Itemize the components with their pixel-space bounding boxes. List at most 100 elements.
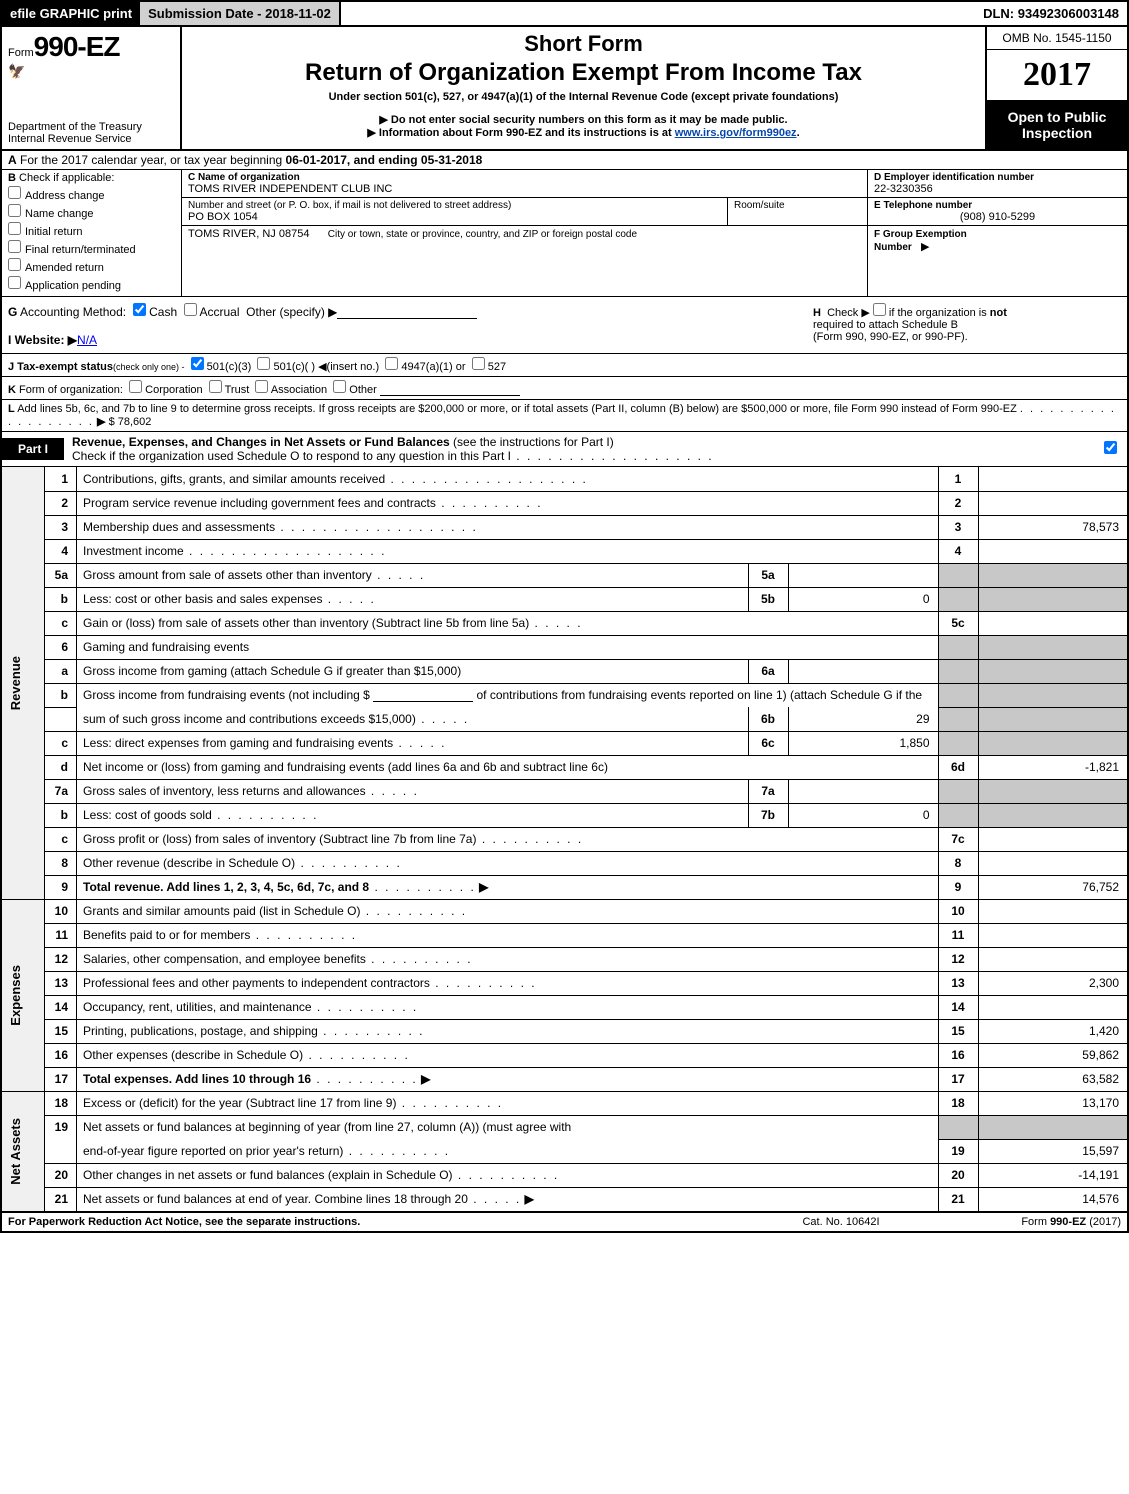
line-3: 3 Membership dues and assessments 3 78,5… <box>1 515 1128 539</box>
line-7a: 7a Gross sales of inventory, less return… <box>1 779 1128 803</box>
topbar-spacer <box>341 2 975 25</box>
top-bar: efile GRAPHIC print Submission Date - 20… <box>0 0 1129 25</box>
city: TOMS RIVER, NJ 08754 <box>188 228 309 240</box>
line-6d: d Net income or (loss) from gaming and f… <box>1 755 1128 779</box>
submission-date: Submission Date - 2018-11-02 <box>140 2 341 25</box>
cb-trust[interactable] <box>209 380 222 393</box>
line-17: 17 Total expenses. Add lines 10 through … <box>1 1067 1128 1091</box>
cb-corp[interactable] <box>129 380 142 393</box>
org-name-block: C Name of organization TOMS RIVER INDEPE… <box>182 170 867 198</box>
cb-application-pending[interactable]: Application pending <box>8 276 175 292</box>
col-b-checkboxes: B Check if applicable: Address change Na… <box>2 170 182 296</box>
group-exemption-block: F Group Exemption Number ▶ <box>868 226 1127 255</box>
cb-amended-return[interactable]: Amended return <box>8 258 175 274</box>
department-label: Department of the Treasury Internal Reve… <box>8 121 142 145</box>
website-value[interactable]: N/A <box>77 333 97 347</box>
arrow-line-1: ▶ Do not enter social security numbers o… <box>190 113 977 126</box>
col-c-org-info: C Name of organization TOMS RIVER INDEPE… <box>182 170 867 296</box>
footer-catalog: Cat. No. 10642I <box>741 1216 941 1228</box>
footer-left: For Paperwork Reduction Act Notice, see … <box>8 1216 741 1228</box>
line-5c: c Gain or (loss) from sale of assets oth… <box>1 611 1128 635</box>
open-to-public: Open to Public Inspection <box>987 101 1127 149</box>
header-right: OMB No. 1545-1150 2017 Open to Public In… <box>987 27 1127 149</box>
irs-link[interactable]: www.irs.gov/form990ez <box>675 127 797 139</box>
line-7c: c Gross profit or (loss) from sales of i… <box>1 827 1128 851</box>
line-19-1: 19 Net assets or fund balances at beginn… <box>1 1115 1128 1139</box>
line-5b: b Less: cost or other basis and sales ex… <box>1 587 1128 611</box>
line-5a: 5a Gross amount from sale of assets othe… <box>1 563 1128 587</box>
line-16: 16 Other expenses (describe in Schedule … <box>1 1043 1128 1067</box>
cb-schedule-b[interactable] <box>873 303 886 316</box>
col-def: D Employer identification number 22-3230… <box>867 170 1127 296</box>
cb-501c[interactable] <box>257 357 270 370</box>
cb-name-change[interactable]: Name change <box>8 204 175 220</box>
line-13: 13 Professional fees and other payments … <box>1 971 1128 995</box>
city-row: TOMS RIVER, NJ 08754 City or town, state… <box>182 226 867 242</box>
cb-assoc[interactable] <box>255 380 268 393</box>
cb-501c3[interactable] <box>191 357 204 370</box>
ein-value: 22-3230356 <box>874 183 1121 195</box>
address: PO BOX 1054 <box>188 211 721 223</box>
expenses-side-label: Expenses <box>8 965 23 1026</box>
page-footer: For Paperwork Reduction Act Notice, see … <box>0 1212 1129 1233</box>
org-name: TOMS RIVER INDEPENDENT CLUB INC <box>188 183 861 195</box>
line-18: Net Assets 18 Excess or (deficit) for th… <box>1 1091 1128 1115</box>
line-19-2: end-of-year figure reported on prior yea… <box>1 1139 1128 1163</box>
part-1-title: Revenue, Expenses, and Changes in Net As… <box>72 432 1104 466</box>
line-6b-2: sum of such gross income and contributio… <box>1 707 1128 731</box>
cb-accrual[interactable] <box>184 303 197 316</box>
cb-other-org[interactable] <box>333 380 346 393</box>
other-specify-line <box>337 307 477 319</box>
part-1-label: Part I <box>2 438 64 460</box>
efile-label: efile GRAPHIC print <box>2 2 140 25</box>
return-title: Return of Organization Exempt From Incom… <box>190 59 977 87</box>
room-suite: Room/suite <box>727 198 867 225</box>
accounting-method: G Accounting Method: Cash Accrual Other … <box>2 297 807 353</box>
part-1-checkbox[interactable] <box>1104 441 1127 457</box>
line-6: 6 Gaming and fundraising events <box>1 635 1128 659</box>
cb-cash[interactable] <box>133 303 146 316</box>
line-1: Revenue 1 Contributions, gifts, grants, … <box>1 467 1128 491</box>
cb-527[interactable] <box>472 357 485 370</box>
line-12: 12 Salaries, other compensation, and emp… <box>1 947 1128 971</box>
line-8: 8 Other revenue (describe in Schedule O)… <box>1 851 1128 875</box>
line-10: Expenses 10 Grants and similar amounts p… <box>1 899 1128 923</box>
line-14: 14 Occupancy, rent, utilities, and maint… <box>1 995 1128 1019</box>
header-center: Short Form Return of Organization Exempt… <box>182 27 987 149</box>
phone-block: E Telephone number (908) 910-5299 <box>868 198 1127 226</box>
line-6c: c Less: direct expenses from gaming and … <box>1 731 1128 755</box>
line-21: 21 Net assets or fund balances at end of… <box>1 1187 1128 1211</box>
line-2: 2 Program service revenue including gove… <box>1 491 1128 515</box>
cb-final-return[interactable]: Final return/terminated <box>8 240 175 256</box>
revenue-side-label: Revenue <box>8 656 23 710</box>
tax-year: 2017 <box>987 50 1127 101</box>
netassets-side-label: Net Assets <box>8 1118 23 1185</box>
form-number: Form990-EZ <box>8 31 174 63</box>
short-form-title: Short Form <box>190 31 977 57</box>
line-6a: a Gross income from gaming (attach Sched… <box>1 659 1128 683</box>
under-section: Under section 501(c), 527, or 4947(a)(1)… <box>190 91 977 103</box>
cb-address-change[interactable]: Address change <box>8 186 175 202</box>
ein-block: D Employer identification number 22-3230… <box>868 170 1127 198</box>
block-bcdef: B Check if applicable: Address change Na… <box>0 170 1129 297</box>
row-a-tax-year: A For the 2017 calendar year, or tax yea… <box>0 151 1129 170</box>
cb-4947[interactable] <box>385 357 398 370</box>
line-9: 9 Total revenue. Add lines 1, 2, 3, 4, 5… <box>1 875 1128 899</box>
form-header: Form990-EZ 🦅 Department of the Treasury … <box>0 25 1129 151</box>
row-l-gross-receipts: L Add lines 5b, 6c, and 7b to line 9 to … <box>0 400 1129 432</box>
line-15: 15 Printing, publications, postage, and … <box>1 1019 1128 1043</box>
row-j-tax-exempt: J Tax-exempt status(check only one) - 50… <box>0 354 1129 377</box>
cb-initial-return[interactable]: Initial return <box>8 222 175 238</box>
gross-receipts-value: $ 78,602 <box>109 416 152 428</box>
footer-form-ref: Form 990-EZ (2017) <box>941 1216 1121 1228</box>
other-org-line <box>380 384 520 396</box>
address-row: Number and street (or P. O. box, if mail… <box>182 198 867 226</box>
line-6b-1: b Gross income from fundraising events (… <box>1 683 1128 707</box>
schedule-b-check: H Check ▶ if the organization is not req… <box>807 297 1127 353</box>
line-20: 20 Other changes in net assets or fund b… <box>1 1163 1128 1187</box>
header-left: Form990-EZ 🦅 Department of the Treasury … <box>2 27 182 149</box>
part-1-header: Part I Revenue, Expenses, and Changes in… <box>0 432 1129 467</box>
row-gh: G Accounting Method: Cash Accrual Other … <box>0 297 1129 354</box>
line-7b: b Less: cost of goods sold 7b 0 <box>1 803 1128 827</box>
row-k-form-org: K Form of organization: Corporation Trus… <box>0 377 1129 400</box>
